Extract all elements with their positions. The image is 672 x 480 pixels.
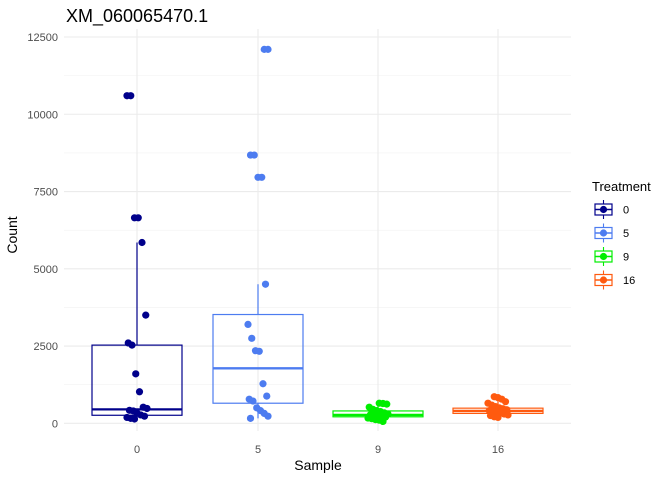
legend-label: 9 (623, 252, 629, 264)
chart-title: XM_060065470.1 (66, 6, 208, 27)
data-point (264, 45, 272, 53)
data-point (250, 151, 258, 159)
x-tick-label: 9 (375, 444, 381, 456)
data-point (249, 397, 257, 405)
legend-label: 5 (623, 228, 629, 240)
y-tick-label: 2500 (34, 341, 58, 353)
data-point (130, 415, 139, 423)
data-point (142, 311, 150, 319)
data-point (255, 347, 263, 355)
data-point (264, 412, 272, 420)
data-point (134, 214, 142, 222)
legend-key-point (599, 276, 608, 284)
data-point (140, 412, 149, 420)
legend: Treatment 0 5 9 16 (592, 179, 651, 290)
data-point (383, 400, 391, 408)
y-axis-title: Count (4, 216, 20, 253)
data-point (504, 411, 512, 419)
data-point (261, 280, 270, 288)
data-point (127, 92, 135, 100)
data-point (132, 370, 140, 378)
points-layer (123, 45, 512, 426)
y-tick-label: 7500 (34, 187, 58, 199)
x-axis-title: Sample (294, 457, 342, 473)
data-point (128, 341, 136, 349)
boxes-layer (91, 242, 544, 422)
x-axis-ticks: 0 5 9 16 (134, 444, 504, 456)
legend-label: 16 (623, 275, 635, 287)
data-point (501, 398, 510, 406)
x-tick-label: 5 (255, 444, 261, 456)
legend-title: Treatment (592, 179, 651, 194)
legend-key-point (599, 229, 608, 237)
data-point (246, 414, 255, 422)
x-tick-label: 16 (492, 444, 504, 456)
data-point (138, 238, 146, 247)
data-point (379, 417, 387, 426)
y-tick-label: 5000 (34, 264, 58, 276)
box-iqr (212, 313, 304, 404)
data-point (244, 320, 252, 329)
y-axis-ticks: 0 2500 5000 7500 10000 12500 (27, 32, 58, 430)
x-tick-label: 0 (134, 444, 140, 456)
data-point (263, 392, 271, 400)
legend-key-point (599, 205, 608, 214)
data-point (143, 404, 151, 413)
data-point (258, 173, 266, 181)
legend-label: 0 (623, 205, 629, 217)
data-point (259, 380, 267, 388)
y-tick-label: 0 (52, 418, 58, 430)
y-tick-label: 10000 (27, 109, 58, 121)
data-point (135, 388, 144, 396)
y-tick-label: 12500 (27, 32, 58, 44)
grid-lines (64, 29, 571, 431)
data-point (494, 413, 502, 422)
data-point (248, 334, 256, 342)
legend-key-point (599, 252, 608, 261)
